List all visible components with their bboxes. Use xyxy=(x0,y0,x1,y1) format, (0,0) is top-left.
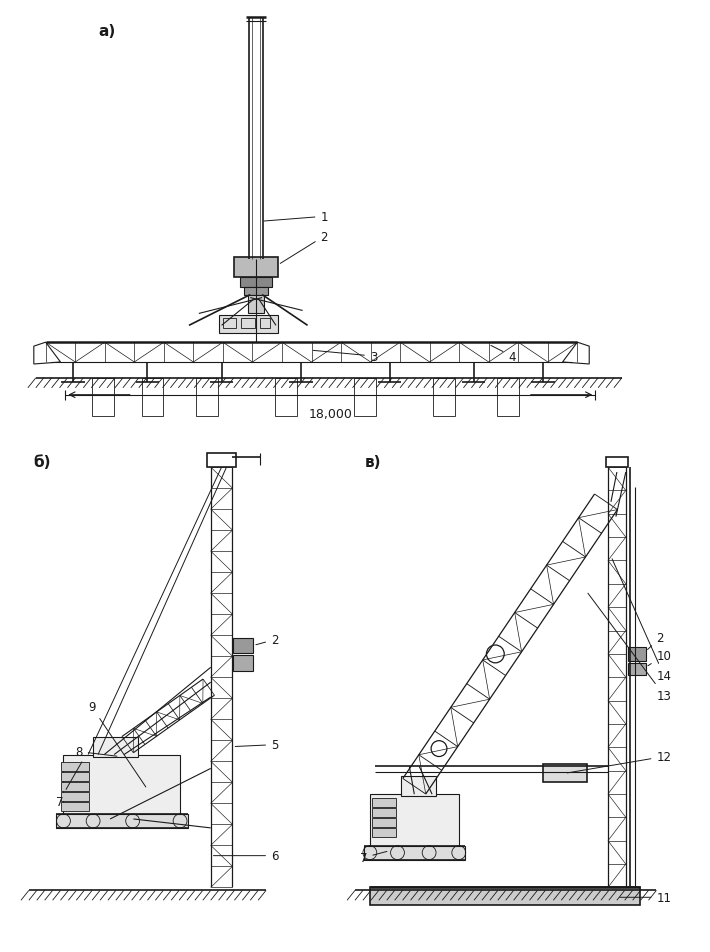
Bar xyxy=(141,379,163,416)
Bar xyxy=(62,783,89,791)
Text: в): в) xyxy=(365,455,381,469)
Text: 6: 6 xyxy=(214,849,278,863)
Text: 9: 9 xyxy=(88,701,146,787)
Bar xyxy=(219,316,278,334)
Bar xyxy=(260,319,270,329)
Bar xyxy=(55,814,188,828)
Bar xyxy=(222,319,236,329)
Bar xyxy=(628,664,645,676)
Text: 10: 10 xyxy=(648,649,671,666)
Text: 14: 14 xyxy=(612,559,672,682)
Bar xyxy=(606,458,628,467)
Bar xyxy=(433,379,455,416)
Bar xyxy=(372,828,395,837)
Text: 4: 4 xyxy=(491,346,515,363)
Text: 2: 2 xyxy=(256,633,278,646)
Bar xyxy=(241,319,255,329)
Bar xyxy=(234,258,278,277)
Bar xyxy=(497,379,519,416)
Bar xyxy=(244,288,268,295)
Bar xyxy=(354,379,376,416)
Bar xyxy=(372,818,395,827)
Bar xyxy=(241,277,272,288)
Bar xyxy=(62,803,89,811)
Bar xyxy=(275,379,297,416)
Text: 2: 2 xyxy=(280,230,328,264)
Text: а): а) xyxy=(98,24,115,39)
Bar xyxy=(370,794,459,845)
Bar xyxy=(372,799,395,807)
Bar xyxy=(196,379,218,416)
Bar xyxy=(234,638,253,654)
Bar xyxy=(364,845,465,860)
Bar xyxy=(372,808,395,817)
Text: 1: 1 xyxy=(264,210,328,224)
Bar xyxy=(92,379,114,416)
Bar xyxy=(93,737,138,757)
Bar xyxy=(234,656,253,671)
Text: б): б) xyxy=(34,455,51,469)
Text: 8: 8 xyxy=(75,745,117,759)
Text: 3: 3 xyxy=(313,350,377,363)
Bar xyxy=(207,454,236,467)
Text: 5: 5 xyxy=(235,739,278,751)
Text: 12: 12 xyxy=(567,750,672,773)
Bar xyxy=(628,647,645,662)
Text: 2: 2 xyxy=(648,631,664,650)
Bar xyxy=(370,887,640,905)
Bar xyxy=(62,773,89,782)
Bar xyxy=(62,792,89,802)
Text: 7: 7 xyxy=(55,763,82,808)
Bar xyxy=(401,777,436,796)
Text: 11: 11 xyxy=(620,891,672,903)
Bar xyxy=(542,764,587,783)
Bar xyxy=(63,755,180,814)
Bar xyxy=(248,295,264,314)
Bar xyxy=(62,763,89,771)
Text: 13: 13 xyxy=(588,594,671,702)
Text: 18,000: 18,000 xyxy=(308,407,352,420)
Text: 7: 7 xyxy=(360,851,387,864)
